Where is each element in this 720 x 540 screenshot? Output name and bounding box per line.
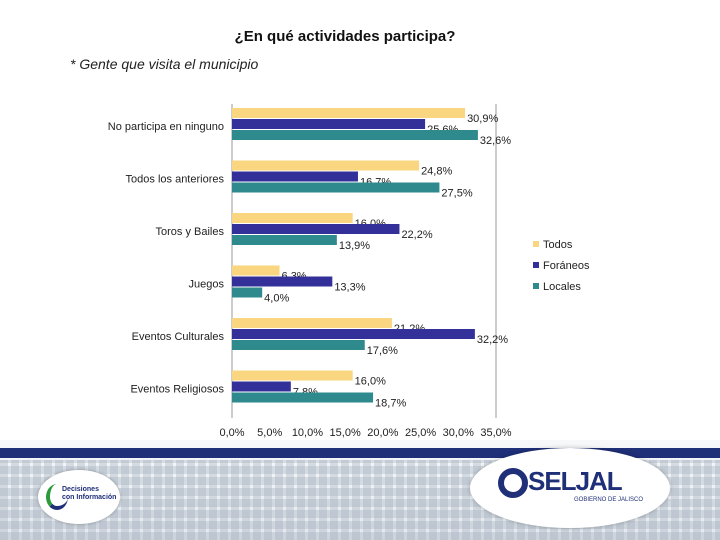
value-label: 17,6%: [367, 345, 398, 357]
bar-0-3: [232, 265, 280, 276]
bar-0-5: [232, 370, 353, 381]
value-label: 13,3%: [334, 282, 365, 294]
bar-chart: No participa en ninguno Todos los anterio…: [108, 104, 590, 439]
x-tick-label: 30,0%: [443, 427, 474, 439]
x-tick-label: 20,0%: [367, 427, 398, 439]
bar-2-5: [232, 392, 374, 403]
category-label: No participa en ninguno: [108, 121, 224, 133]
bar-0-2: [232, 213, 353, 223]
decisiones-logo: Decisiones con Información: [38, 470, 120, 524]
x-tick-label: 5,0%: [257, 427, 282, 439]
category-label: Todos los anteriores: [126, 174, 225, 186]
seljal-logo-text: SELJAL: [528, 466, 623, 496]
bar-0-0: [232, 108, 466, 118]
value-label: 4,0%: [264, 293, 289, 305]
value-label: 13,9%: [339, 240, 370, 252]
bar-2-3: [232, 287, 263, 298]
value-label: 24,8%: [421, 166, 452, 178]
value-label: 18,7%: [375, 398, 406, 410]
bar-1-2: [232, 224, 400, 234]
value-label: 32,2%: [477, 334, 508, 346]
seljal-logo: SELJAL GOBIERNO DE JALISCO: [470, 448, 670, 528]
bar-1-4: [232, 329, 475, 339]
x-tick-label: 15,0%: [330, 427, 361, 439]
seljal-logo-subtext: GOBIERNO DE JALISCO: [574, 497, 644, 503]
bar-1-1: [232, 171, 358, 182]
value-label: 27,5%: [441, 188, 472, 200]
category-label: Eventos Culturales: [132, 331, 225, 343]
category-label: Eventos Religiosos: [130, 384, 224, 396]
legend-swatch: [533, 262, 539, 268]
chart-title: ¿En qué actividades participa?: [234, 28, 456, 45]
x-tick-label: 10,0%: [292, 427, 323, 439]
seljal-o-icon: [498, 468, 528, 498]
legend-label: Todos: [543, 239, 573, 251]
bar-1-5: [232, 381, 291, 392]
bar-2-1: [232, 182, 440, 193]
decisiones-logo-text: Decisiones con Información: [62, 486, 116, 502]
value-label: 32,6%: [480, 135, 511, 147]
chart-subtitle: * Gente que visita el municipio: [70, 56, 259, 72]
value-label: 16,0%: [355, 376, 386, 388]
legend-label: Foráneos: [543, 260, 590, 272]
bar-0-1: [232, 160, 420, 171]
x-tick-label: 0,0%: [219, 427, 244, 439]
bar-0-4: [232, 318, 392, 328]
category-label: Toros y Bailes: [156, 226, 225, 238]
bar-1-0: [232, 119, 426, 129]
x-tick-label: 25,0%: [405, 427, 436, 439]
footer-stripe: [0, 448, 720, 458]
x-tick-label: 35,0%: [480, 427, 511, 439]
value-label: 30,9%: [467, 113, 498, 125]
legend-label: Locales: [543, 281, 581, 293]
legend-swatch: [533, 241, 539, 247]
decisiones-logo-line1: Decisiones: [62, 486, 99, 493]
bar-1-3: [232, 276, 333, 287]
value-label: 22,2%: [401, 229, 432, 241]
bar-2-4: [232, 340, 365, 350]
bar-2-2: [232, 235, 337, 245]
swoosh-icon: [46, 484, 68, 510]
decisiones-logo-line2: con Información: [62, 494, 117, 501]
category-label: Juegos: [189, 279, 225, 291]
legend-swatch: [533, 283, 539, 289]
bar-2-0: [232, 130, 478, 140]
